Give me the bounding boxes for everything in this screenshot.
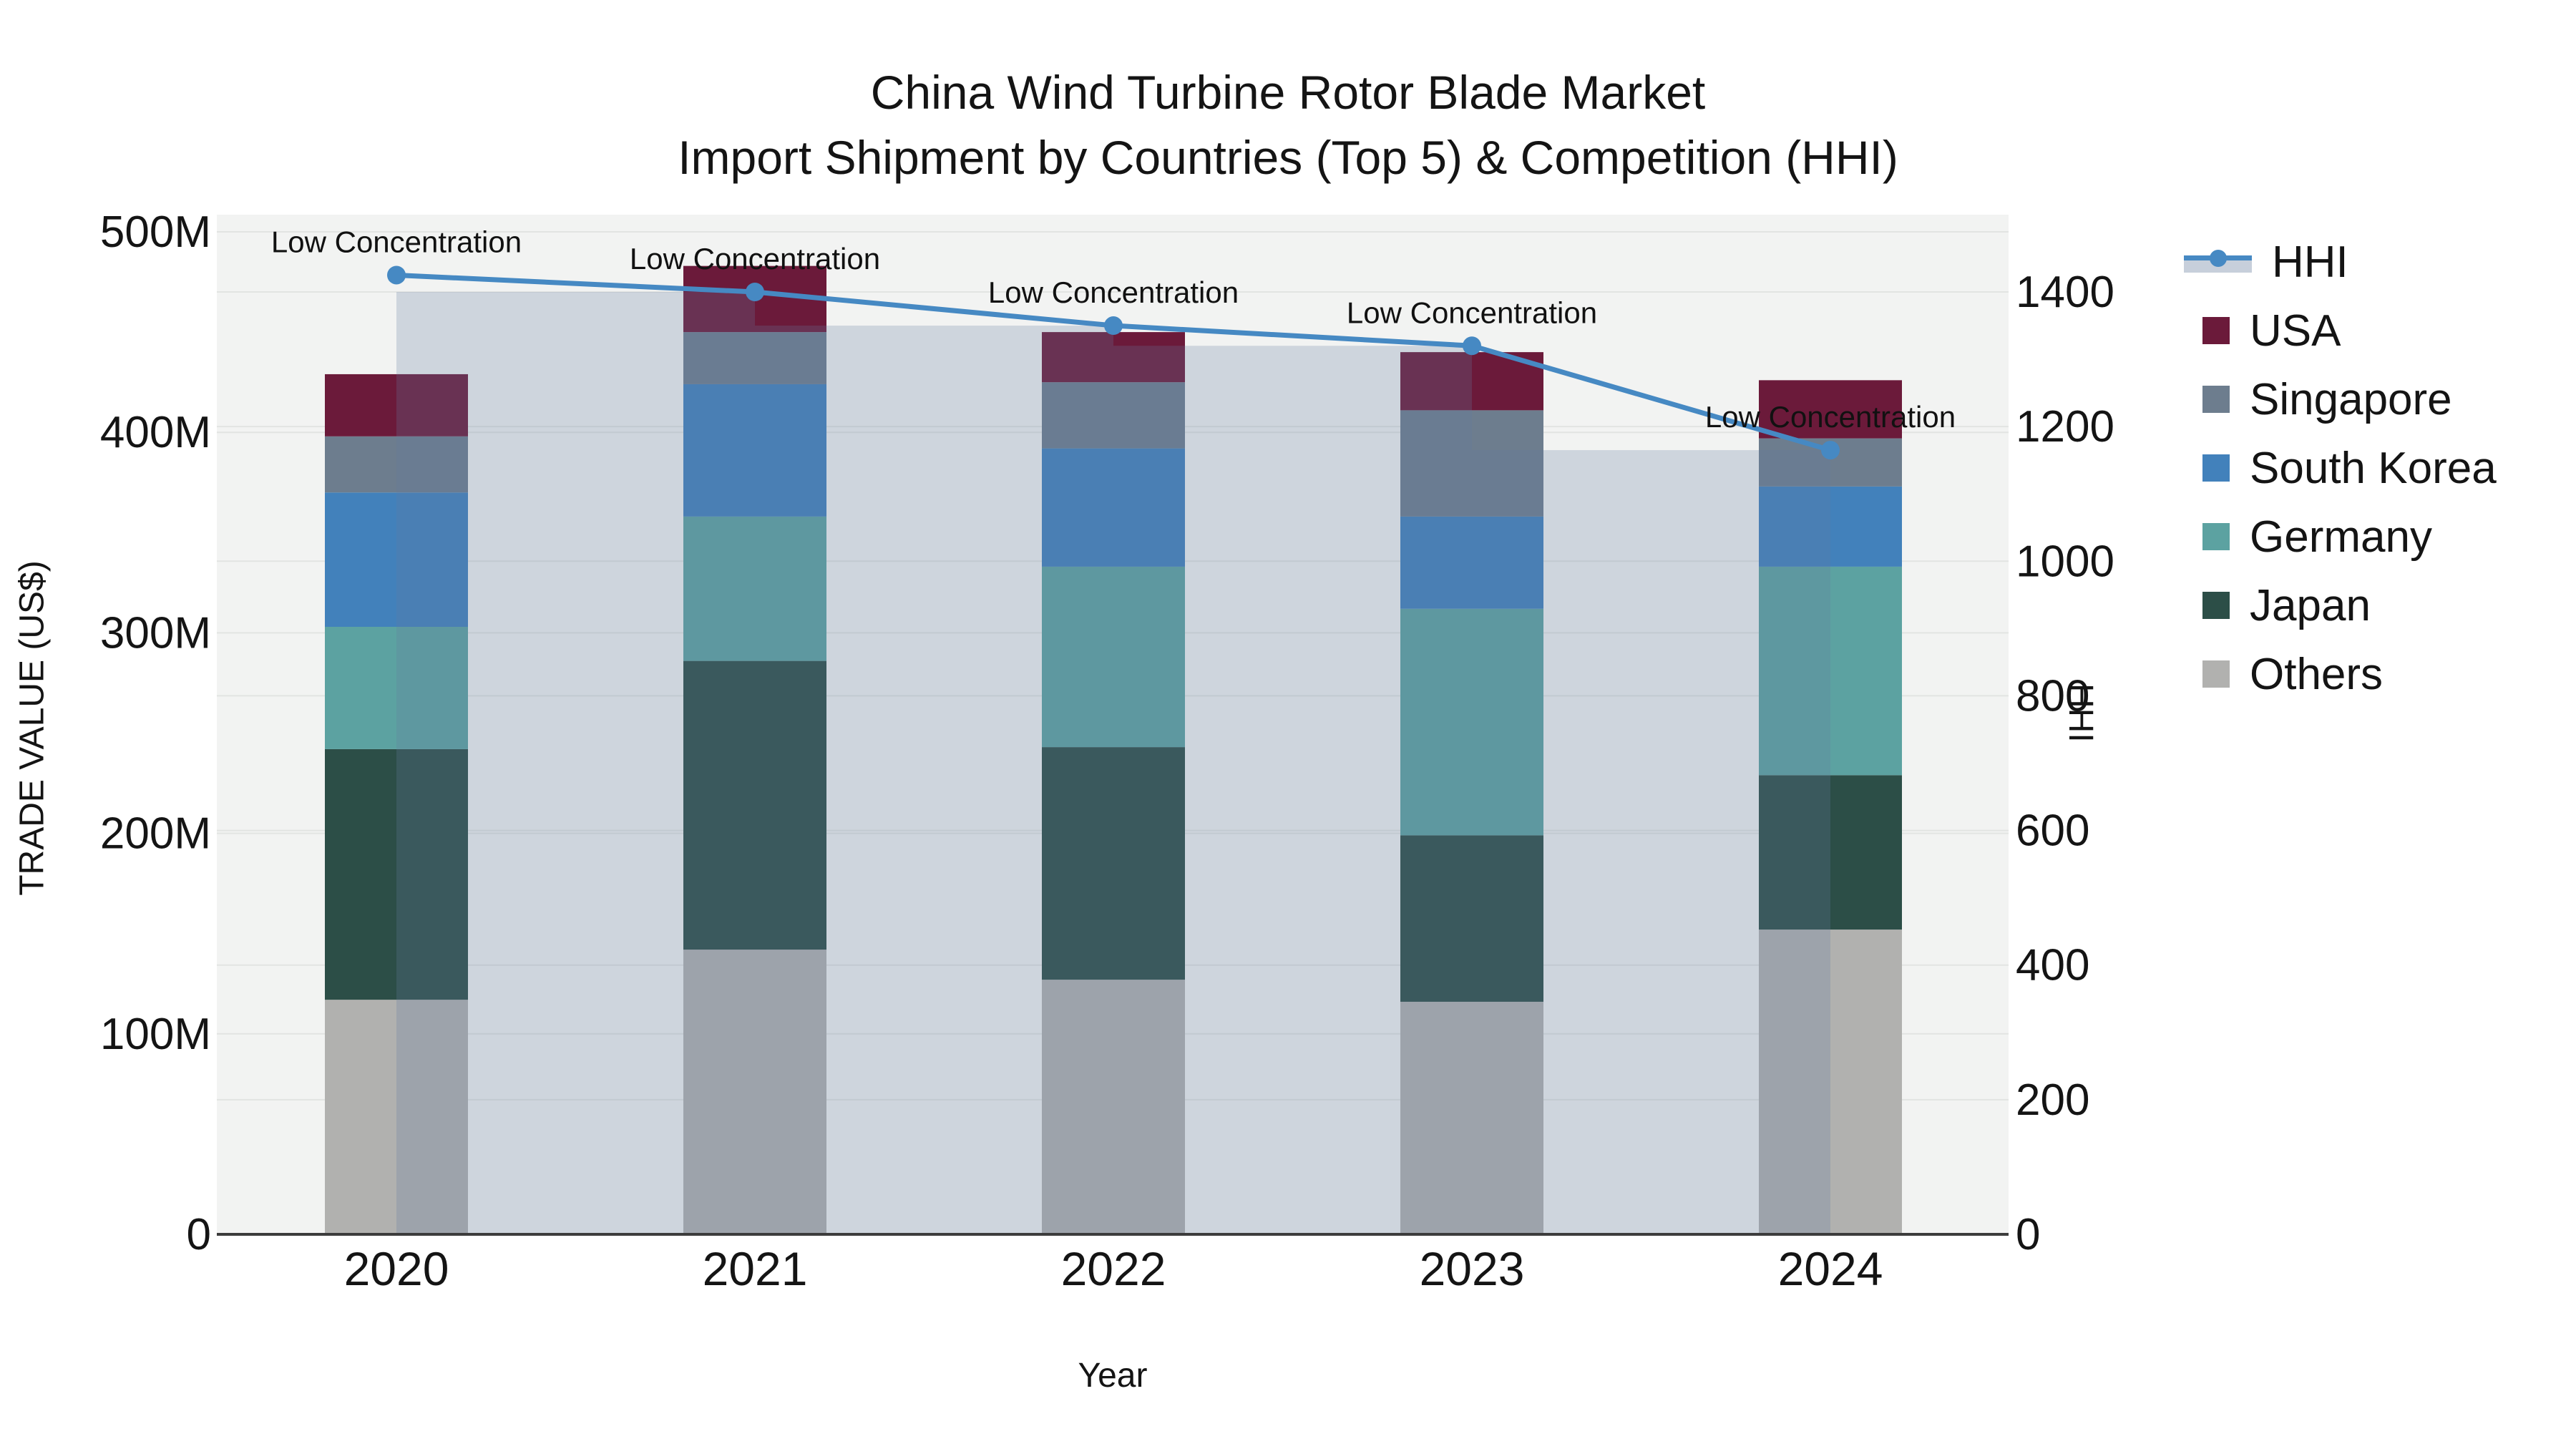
right-tick-0: 0 <box>2016 1210 2040 1259</box>
hhi-marker-2022[interactable] <box>1104 316 1123 336</box>
legend-label: Germany <box>2250 512 2432 562</box>
right-tick-1200: 1200 <box>2016 402 2114 452</box>
left-tick-400M: 400M <box>100 408 211 457</box>
right-tick-800: 800 <box>2016 671 2089 721</box>
bar-segment-south-korea-2020[interactable] <box>325 492 468 627</box>
bar-segment-germany-2021[interactable] <box>683 516 826 661</box>
hhi-step-area <box>1472 450 1830 1234</box>
legend-item-hhi[interactable]: HHI <box>2184 228 2497 296</box>
annotation-2023: Low Concentration <box>1347 296 1597 329</box>
left-tick-100M: 100M <box>100 1010 211 1059</box>
hhi-step-area <box>396 292 755 1234</box>
x-tick-2022[interactable]: 2022 <box>1061 1242 1166 1295</box>
legend-label: Japan <box>2250 580 2371 630</box>
title-line-1: China Wind Turbine Rotor Blade Market <box>870 66 1706 119</box>
x-tick-2024[interactable]: 2024 <box>1778 1242 1883 1295</box>
x-axis-title: Year <box>1078 1357 1148 1395</box>
title-line-2: Import Shipment by Countries (Top 5) & C… <box>678 131 1898 185</box>
legend-item-south-korea[interactable]: South Korea <box>2184 434 2497 502</box>
left-tick-300M: 300M <box>100 608 211 658</box>
usa-swatch <box>2202 317 2230 344</box>
bar-segment-singapore-2023[interactable] <box>1400 410 1543 517</box>
left-axis-title: TRADE VALUE (US$) <box>13 560 52 896</box>
right-tick-1400: 1400 <box>2016 268 2114 317</box>
right-tick-600: 600 <box>2016 806 2089 856</box>
legend-item-others[interactable]: Others <box>2184 640 2497 708</box>
annotation-2020: Low Concentration <box>271 225 522 258</box>
bar-segment-japan-2023[interactable] <box>1400 835 1543 1002</box>
legend: HHI USA Singapore South Korea Germany Ja… <box>2184 228 2497 708</box>
bar-segment-germany-2024[interactable] <box>1759 566 1902 776</box>
x-tick-2023[interactable]: 2023 <box>1420 1242 1525 1295</box>
hhi-marker-2023[interactable] <box>1463 336 1481 356</box>
bar-segment-japan-2024[interactable] <box>1759 775 1902 930</box>
japan-swatch <box>2202 592 2230 619</box>
bar-segment-germany-2023[interactable] <box>1400 608 1543 836</box>
bar-segment-usa-2022[interactable] <box>1042 332 1185 383</box>
right-tick-200: 200 <box>2016 1075 2089 1125</box>
bar-segment-south-korea-2022[interactable] <box>1042 448 1185 567</box>
bar-segment-japan-2021[interactable] <box>683 660 826 950</box>
legend-label: Others <box>2250 649 2384 699</box>
left-tick-500M: 500M <box>100 208 211 257</box>
bar-segment-japan-2022[interactable] <box>1042 747 1185 980</box>
bar-segment-others-2022[interactable] <box>1042 980 1185 1234</box>
annotation-2021: Low Concentration <box>630 242 880 275</box>
x-tick-2020[interactable]: 2020 <box>344 1242 449 1295</box>
others-swatch <box>2202 660 2230 688</box>
bar-segment-others-2020[interactable] <box>325 1000 468 1234</box>
chart-title: China Wind Turbine Rotor Blade Market Im… <box>0 60 2576 190</box>
legend-label: USA <box>2250 306 2341 356</box>
right-tick-1000: 1000 <box>2016 537 2114 586</box>
bar-segment-others-2023[interactable] <box>1400 1001 1543 1234</box>
singapore-swatch <box>2202 386 2230 413</box>
bar-segment-south-korea-2024[interactable] <box>1759 486 1902 567</box>
hhi-line-icon <box>2184 250 2252 274</box>
germany-swatch <box>2202 523 2230 550</box>
bar-segment-japan-2020[interactable] <box>325 748 468 1000</box>
bar-segment-singapore-2020[interactable] <box>325 436 468 493</box>
bar-segment-germany-2020[interactable] <box>325 626 468 749</box>
legend-item-germany[interactable]: Germany <box>2184 502 2497 571</box>
hhi-marker-2020[interactable] <box>387 265 406 285</box>
bar-segment-singapore-2021[interactable] <box>683 332 826 384</box>
legend-label: South Korea <box>2250 443 2497 493</box>
bar-segment-singapore-2022[interactable] <box>1042 382 1185 449</box>
left-tick-200M: 200M <box>100 809 211 859</box>
bar-segment-others-2021[interactable] <box>683 950 826 1234</box>
legend-item-singapore[interactable]: Singapore <box>2184 365 2497 434</box>
hhi-marker-2024[interactable] <box>1821 441 1840 460</box>
bar-segment-usa-2024[interactable] <box>1759 380 1902 439</box>
bar-segment-south-korea-2021[interactable] <box>683 384 826 517</box>
bar-segment-usa-2020[interactable] <box>325 374 468 436</box>
south-korea-swatch <box>2202 454 2230 482</box>
bar-segment-germany-2022[interactable] <box>1042 566 1185 748</box>
legend-label: HHI <box>2272 237 2348 287</box>
legend-item-japan[interactable]: Japan <box>2184 571 2497 640</box>
annotation-2022: Low Concentration <box>988 275 1239 309</box>
x-tick-2021[interactable]: 2021 <box>703 1242 808 1295</box>
legend-label: Singapore <box>2250 374 2452 424</box>
left-tick-0: 0 <box>187 1210 211 1259</box>
legend-item-usa[interactable]: USA <box>2184 296 2497 365</box>
hhi-marker-2021[interactable] <box>746 283 764 301</box>
hhi-step-area <box>755 326 1113 1235</box>
bar-segment-south-korea-2023[interactable] <box>1400 516 1543 609</box>
bar-segment-others-2024[interactable] <box>1759 930 1902 1234</box>
right-axis-title: HHI <box>2062 683 2099 743</box>
annotation-2024: Low Concentration <box>1705 400 1956 434</box>
right-tick-400: 400 <box>2016 941 2089 990</box>
hhi-step-area <box>1113 346 1472 1235</box>
